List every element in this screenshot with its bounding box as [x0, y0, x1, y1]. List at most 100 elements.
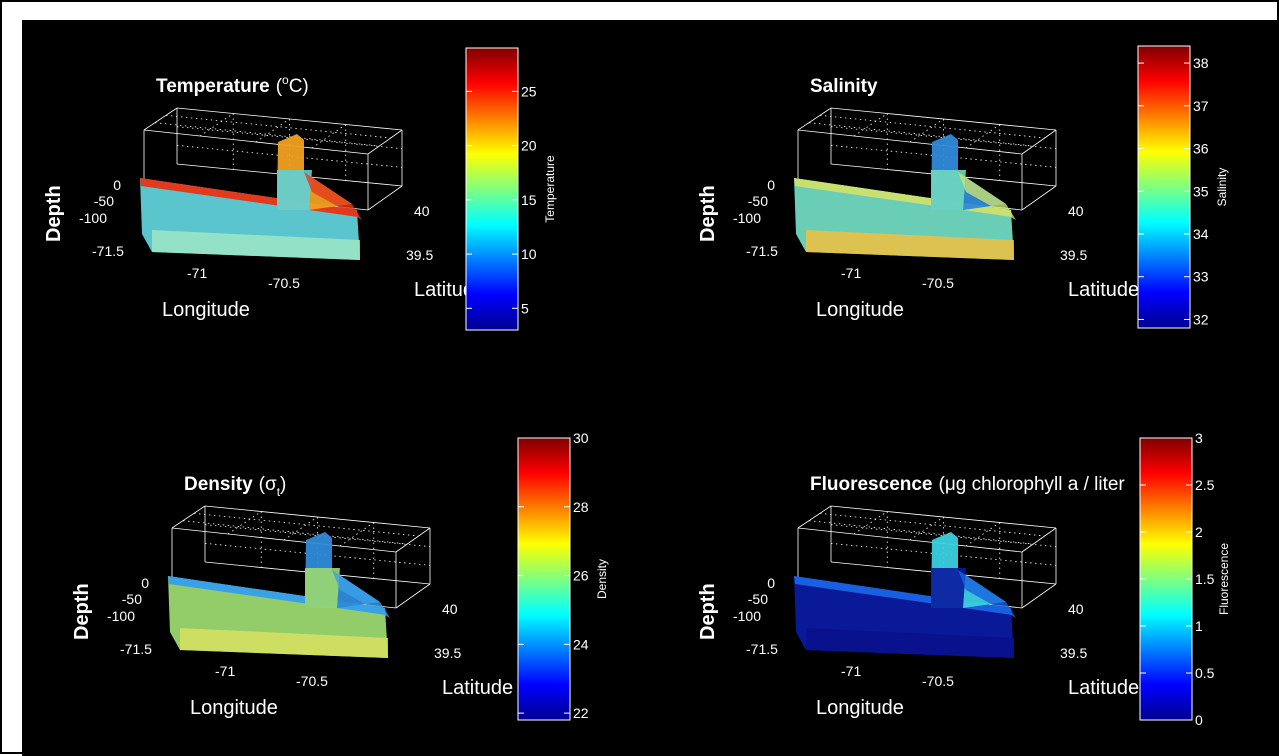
colorbar-tick-label: 33: [1193, 269, 1209, 285]
colorbar-tick-label: 10: [521, 246, 537, 262]
y-tick-label: 39.5: [434, 645, 461, 661]
section-deep-layer: [180, 628, 388, 658]
colorbar-tick-label: 25: [521, 83, 537, 99]
grid-line: [154, 122, 380, 147]
y-tick-label: 40: [414, 203, 430, 219]
box-edge: [1021, 583, 1057, 609]
x-axis-label: Longitude: [190, 697, 278, 719]
colorbar-tick-label: 26: [573, 568, 589, 584]
grid-line: [182, 520, 408, 545]
y-axis-label: Latitude: [1068, 677, 1139, 699]
grid-line: [853, 511, 888, 535]
colorbar-label: Fluorescence: [1217, 543, 1231, 615]
grid-line: [819, 512, 1045, 537]
colorbar-tick-label: 32: [1193, 311, 1209, 327]
colorbar-tick-label: 20: [521, 138, 537, 154]
data-section: [168, 532, 390, 658]
x-tick-label: -71.5: [746, 243, 778, 259]
z-tick-label: -100: [733, 210, 761, 226]
title-main: Salinity: [810, 76, 878, 97]
grid-line: [339, 522, 374, 547]
grid-line: [227, 511, 262, 535]
data-section: [794, 532, 1016, 658]
colorbar-gradient: [1139, 437, 1193, 721]
box-edge: [797, 107, 832, 131]
box-edge: [395, 583, 431, 609]
box-edge: [367, 185, 403, 211]
box-edge: [1021, 185, 1057, 211]
y-axis-label: Latitude: [1068, 279, 1139, 301]
grid-line: [853, 113, 888, 137]
section-limb-base: [931, 170, 966, 210]
x-tick-label: -70.5: [268, 275, 300, 291]
chart-title: Fluorescence (μg chlorophyll a / liter: [810, 474, 1125, 495]
y-tick-label: 39.5: [1060, 247, 1087, 263]
grid-line: [165, 114, 391, 139]
chart-panel-4: -71.5 -71 -70.5 40 39.5 0-50-100 Longitude Lati…: [697, 474, 1139, 719]
z-tick-label: -50: [748, 591, 768, 607]
grid-line: [909, 118, 944, 143]
colorbar-tick-label: 15: [521, 192, 537, 208]
title-paren: (: [276, 76, 283, 97]
z-tick-label: -100: [107, 608, 135, 624]
x-axis-label: Longitude: [162, 299, 250, 321]
box-edge: [143, 107, 178, 131]
box-edge: [367, 129, 403, 155]
colorbar-tick-label: 3: [1195, 430, 1203, 446]
chart-panel-3: -71.5 -71 -70.5 40 39.5 0-50-100 Longitude Lati…: [71, 474, 513, 719]
chart-panel-2: -71.5 -71 -70.5 40 39.5 0-50-100 Longitude Lati…: [697, 76, 1139, 321]
x-tick-label: -71.5: [746, 641, 778, 657]
section-limb-edge: [332, 570, 390, 618]
chart-panel-1: -71.5-71-70.54039.50-50-100LongitudeLati…: [43, 73, 485, 321]
colorbar-tick-label: 38: [1193, 55, 1209, 71]
title-sub: t: [277, 485, 281, 499]
grid-line: [199, 113, 234, 137]
z-axis-label: Depth: [71, 583, 93, 640]
box-edge: [171, 505, 206, 529]
data-section: [794, 134, 1016, 260]
z-tick-label: 0: [113, 177, 121, 193]
y-tick-label: 40: [1068, 601, 1084, 617]
colorbar-gradient: [465, 47, 519, 331]
colorbar-tick-label: 1.5: [1195, 571, 1215, 587]
box-edge: [1021, 129, 1057, 155]
title-sup: o: [282, 73, 289, 87]
chart-title: Salinity: [810, 76, 878, 97]
colorbar-tick-label: 36: [1193, 141, 1209, 157]
y-tick-label: 39.5: [1060, 645, 1087, 661]
section-limb-base: [277, 170, 312, 210]
z-tick-label: 0: [141, 575, 149, 591]
y-tick-label: 39.5: [406, 247, 433, 263]
figure-svg: -71.5-71-70.54039.50-50-100LongitudeLati…: [43, 45, 1231, 728]
y-tick-label: 40: [1068, 203, 1084, 219]
colorbar-1: 5 10 15 20 25 Temperature: [465, 47, 557, 331]
colorbar-label: Salinity: [1215, 168, 1229, 207]
x-tick-label: -71: [187, 265, 207, 281]
section-deep-layer: [152, 230, 360, 260]
colorbar-tick-label: 24: [573, 636, 589, 652]
x-tick-label: -71.5: [92, 243, 124, 259]
grid-line: [255, 118, 290, 143]
section-deep-layer: [806, 628, 1014, 658]
box-edge: [1021, 527, 1057, 553]
chart-title: Density (σt): [184, 474, 286, 499]
data-section: [140, 134, 362, 260]
title-greek: σ: [265, 474, 277, 495]
section-limb-edge: [958, 570, 1016, 618]
grid-line: [819, 114, 1045, 139]
z-tick-label: -100: [79, 210, 107, 226]
title-main: Density: [184, 474, 253, 495]
title-paren: (: [259, 474, 266, 495]
grid-line: [909, 516, 944, 541]
z-tick-label: -50: [748, 193, 768, 209]
colorbar-tick-label: 2.5: [1195, 477, 1215, 493]
grid-line: [965, 522, 1000, 547]
grid-line: [808, 122, 1034, 147]
section-deep-layer: [806, 230, 1014, 260]
colorbar-tick-label: 34: [1193, 226, 1209, 242]
colorbar-tick-label: 37: [1193, 98, 1209, 114]
x-tick-label: -71: [215, 663, 235, 679]
section-limb-edge: [958, 172, 1016, 220]
title-end: ): [280, 474, 286, 495]
